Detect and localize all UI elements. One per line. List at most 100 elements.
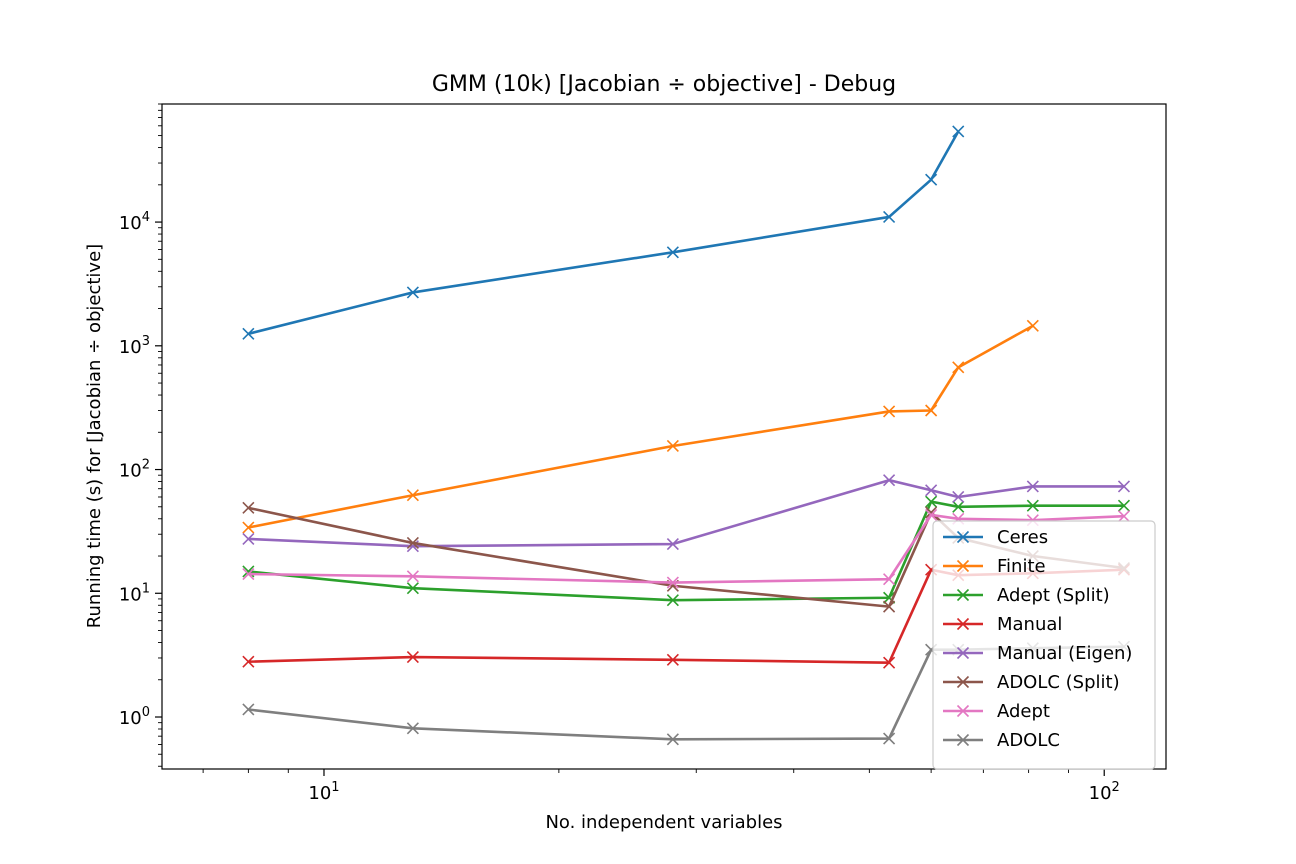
y-tick-label-exp: 0 [142, 705, 150, 720]
data-point-marker [666, 439, 679, 453]
y-tick-label-exp: 3 [142, 334, 150, 349]
data-point-marker [666, 246, 679, 259]
data-point-marker [952, 490, 965, 504]
data-point-marker [406, 570, 419, 583]
data-point-marker [406, 582, 419, 595]
legend-label: Manual [997, 614, 1062, 635]
legend-label: Adept (Split) [997, 585, 1110, 606]
data-point-marker [406, 489, 419, 502]
data-point-marker [666, 594, 679, 607]
data-point-marker [242, 532, 255, 545]
data-point-marker [666, 733, 679, 746]
series-line [248, 478, 1124, 548]
series-0 [242, 125, 965, 340]
data-point-marker [1117, 499, 1131, 512]
data-point-marker [952, 125, 965, 138]
data-point-marker [242, 567, 255, 581]
data-point-marker [925, 508, 938, 521]
x-tick-label-exp: 1 [331, 780, 339, 795]
data-point-marker [883, 210, 896, 224]
x-tick-label-base: 10 [1089, 783, 1112, 804]
y-tick-label: 101 [119, 581, 150, 605]
data-point-marker [883, 474, 896, 487]
legend-swatch-marker [956, 559, 970, 573]
data-point-marker [925, 173, 938, 186]
legend-swatch-marker [956, 675, 970, 689]
legend-swatch-marker [956, 704, 970, 718]
data-point-marker [952, 500, 965, 513]
legend-swatch-marker [956, 733, 970, 747]
x-axis: 101 102 [202, 769, 1120, 804]
series-6 [242, 508, 1131, 589]
legend-label: Finite [997, 556, 1046, 577]
legend-item: Manual [943, 614, 1062, 635]
data-point-marker [242, 703, 255, 716]
plot-frame [161, 103, 1167, 770]
data-point-marker [1117, 480, 1131, 493]
data-point-marker [406, 286, 419, 299]
data-point-marker [883, 732, 896, 745]
data-point-marker [242, 327, 255, 340]
legend-item: ADOLC (Split) [943, 672, 1120, 693]
data-point-marker [1026, 499, 1039, 512]
y-tick-label: 104 [119, 210, 150, 234]
legend-swatch-marker [956, 646, 970, 660]
legend-item: Adept [943, 701, 1050, 722]
legend-label: ADOLC [997, 730, 1060, 751]
x-tick-label-base: 10 [308, 783, 331, 804]
y-tick-label: 102 [119, 458, 150, 482]
x-axis-label: No. independent variables [545, 812, 782, 833]
series-line [248, 500, 1124, 602]
legend-label: ADOLC (Split) [997, 672, 1120, 693]
data-point-marker [1026, 319, 1039, 332]
data-point-marker [883, 600, 896, 613]
legend-box [932, 520, 1156, 770]
legend-label: Manual (Eigen) [997, 643, 1132, 664]
data-point-marker [925, 495, 938, 508]
legend: Ceres Finite Adept (Split) Manual Manual (Ei… [932, 520, 1156, 770]
data-point-marker [242, 501, 255, 514]
data-point-marker [925, 404, 938, 417]
y-tick-label: 103 [119, 334, 150, 358]
data-point-marker [242, 521, 255, 534]
data-point-marker [1117, 510, 1131, 523]
y-tick-label: 100 [119, 705, 150, 729]
y-tick-label-exp: 2 [142, 458, 150, 473]
legend-item: Finite [943, 556, 1046, 577]
x-tick-label: 101 [308, 780, 339, 804]
legend-label: Adept [997, 701, 1050, 722]
data-point-marker [666, 576, 679, 589]
data-point-marker [883, 405, 896, 418]
data-point-marker [1026, 480, 1039, 493]
legend-item: Manual (Eigen) [943, 643, 1132, 664]
y-tick-label-base: 10 [119, 337, 142, 358]
data-point-marker [952, 361, 965, 374]
y-tick-label-exp: 1 [142, 581, 150, 596]
y-tick-label-base: 10 [119, 461, 142, 482]
legend-label: Ceres [997, 527, 1048, 548]
series-line [248, 130, 960, 336]
series-line [248, 513, 1125, 584]
y-tick-label-base: 10 [119, 708, 142, 729]
y-tick-label-exp: 4 [142, 210, 150, 225]
legend-item: ADOLC [943, 730, 1060, 751]
y-axis-label: Running time (s) for [Jacobian ÷ objecti… [84, 244, 105, 628]
data-point-marker [883, 573, 896, 586]
data-point-marker [883, 656, 896, 669]
data-point-marker [406, 651, 419, 664]
series-2 [242, 495, 1131, 607]
y-tick-label-base: 10 [119, 584, 142, 605]
series-1 [242, 319, 1039, 534]
data-point-marker [242, 655, 255, 668]
legend-swatch-marker [956, 588, 970, 602]
x-tick-label-exp: 2 [1112, 780, 1120, 795]
data-point-marker [666, 653, 679, 666]
data-point-marker [666, 537, 679, 551]
data-point-marker [406, 536, 419, 550]
legend-item: Ceres [943, 527, 1048, 548]
x-tick-label: 102 [1089, 780, 1120, 804]
legend-swatch-marker [956, 530, 970, 544]
chart-title: GMM (10k) [Jacobian ÷ objective] - Debug [432, 72, 896, 97]
